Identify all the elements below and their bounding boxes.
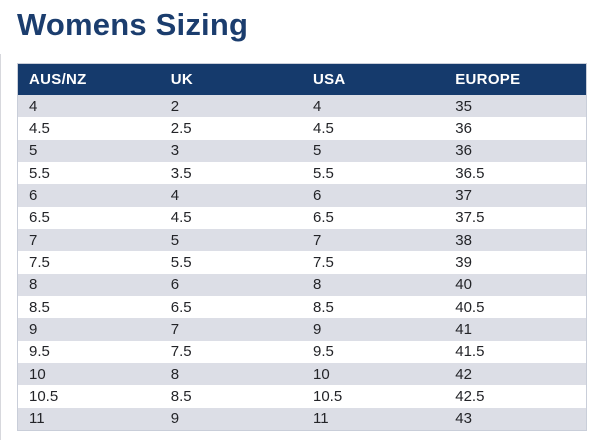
cell-usa: 7 xyxy=(302,228,445,252)
cell-aus-nz: 10.5 xyxy=(17,385,160,408)
table-row: 6.5 4.5 6.5 37.5 xyxy=(17,206,587,229)
table-row: 4.5 2.5 4.5 36 xyxy=(17,117,587,140)
cell-europe: 38 xyxy=(444,228,587,252)
table-row: 5 3 5 36 xyxy=(17,139,587,162)
cell-aus-nz: 6.5 xyxy=(17,206,160,229)
column-header-uk: UK xyxy=(159,63,302,95)
cell-usa: 10 xyxy=(302,362,445,386)
cell-usa: 10.5 xyxy=(302,385,445,408)
cell-usa: 11 xyxy=(302,407,445,431)
cell-europe: 36 xyxy=(444,117,587,140)
table-row: 4 2 4 35 xyxy=(17,95,587,118)
cell-aus-nz: 8.5 xyxy=(17,295,160,319)
cell-usa: 6 xyxy=(302,184,445,207)
womens-sizing-table: AUS/NZ UK USA EUROPE 4 2 4 35 4.5 2.5 4.… xyxy=(17,63,587,431)
table-row: 7 5 7 38 xyxy=(17,228,587,252)
cell-aus-nz: 4.5 xyxy=(17,117,160,140)
cell-usa: 5.5 xyxy=(302,161,445,185)
cell-europe: 36.5 xyxy=(444,161,587,185)
cell-europe: 35 xyxy=(444,95,587,118)
cell-uk: 7.5 xyxy=(159,340,302,363)
cell-usa: 9.5 xyxy=(302,340,445,363)
cell-uk: 9 xyxy=(159,407,302,431)
cell-aus-nz: 9.5 xyxy=(17,340,160,363)
cell-aus-nz: 6 xyxy=(17,184,160,207)
column-header-usa: USA xyxy=(302,63,445,95)
page-title: Womens Sizing xyxy=(17,7,249,42)
cell-usa: 5 xyxy=(302,139,445,162)
cell-uk: 6 xyxy=(159,273,302,296)
cell-uk: 3.5 xyxy=(159,161,302,185)
cell-uk: 4 xyxy=(159,184,302,207)
table-row: 10.5 8.5 10.5 42.5 xyxy=(17,385,587,408)
container-left-edge xyxy=(0,54,1,440)
table-row: 11 9 11 43 xyxy=(17,407,587,431)
cell-europe: 43 xyxy=(444,407,587,431)
cell-europe: 40.5 xyxy=(444,295,587,319)
table-row: 5.5 3.5 5.5 36.5 xyxy=(17,161,587,185)
table-body: 4 2 4 35 4.5 2.5 4.5 36 5 3 5 36 xyxy=(17,95,587,431)
table-row: 7.5 5.5 7.5 39 xyxy=(17,251,587,274)
cell-aus-nz: 10 xyxy=(17,362,160,386)
cell-aus-nz: 7 xyxy=(17,228,160,252)
table-header: AUS/NZ UK USA EUROPE xyxy=(17,63,587,95)
cell-uk: 7 xyxy=(159,318,302,341)
table-row: 9.5 7.5 9.5 41.5 xyxy=(17,340,587,363)
table-row: 8.5 6.5 8.5 40.5 xyxy=(17,295,587,319)
cell-aus-nz: 5.5 xyxy=(17,161,160,185)
cell-europe: 37.5 xyxy=(444,206,587,229)
cell-usa: 8 xyxy=(302,273,445,296)
table-row: 9 7 9 41 xyxy=(17,318,587,341)
cell-aus-nz: 7.5 xyxy=(17,251,160,274)
cell-uk: 5 xyxy=(159,228,302,252)
cell-aus-nz: 9 xyxy=(17,318,160,341)
cell-europe: 40 xyxy=(444,273,587,296)
cell-europe: 41 xyxy=(444,318,587,341)
cell-uk: 8.5 xyxy=(159,385,302,408)
cell-usa: 4.5 xyxy=(302,117,445,140)
cell-usa: 9 xyxy=(302,318,445,341)
cell-europe: 42 xyxy=(444,362,587,386)
cell-uk: 2.5 xyxy=(159,117,302,140)
cell-usa: 4 xyxy=(302,95,445,118)
table-header-row: AUS/NZ UK USA EUROPE xyxy=(17,63,587,95)
cell-usa: 6.5 xyxy=(302,206,445,229)
cell-uk: 2 xyxy=(159,95,302,118)
cell-aus-nz: 11 xyxy=(17,407,160,431)
cell-uk: 4.5 xyxy=(159,206,302,229)
cell-usa: 7.5 xyxy=(302,251,445,274)
cell-aus-nz: 5 xyxy=(17,139,160,162)
cell-uk: 3 xyxy=(159,139,302,162)
cell-usa: 8.5 xyxy=(302,295,445,319)
cell-uk: 5.5 xyxy=(159,251,302,274)
column-header-aus-nz: AUS/NZ xyxy=(17,63,160,95)
cell-europe: 36 xyxy=(444,139,587,162)
table-row: 6 4 6 37 xyxy=(17,184,587,207)
cell-uk: 6.5 xyxy=(159,295,302,319)
cell-uk: 8 xyxy=(159,362,302,386)
cell-aus-nz: 8 xyxy=(17,273,160,296)
column-header-europe: EUROPE xyxy=(444,63,587,95)
cell-europe: 42.5 xyxy=(444,385,587,408)
cell-europe: 39 xyxy=(444,251,587,274)
table-row: 10 8 10 42 xyxy=(17,362,587,386)
cell-europe: 37 xyxy=(444,184,587,207)
cell-europe: 41.5 xyxy=(444,340,587,363)
cell-aus-nz: 4 xyxy=(17,95,160,118)
table-row: 8 6 8 40 xyxy=(17,273,587,296)
